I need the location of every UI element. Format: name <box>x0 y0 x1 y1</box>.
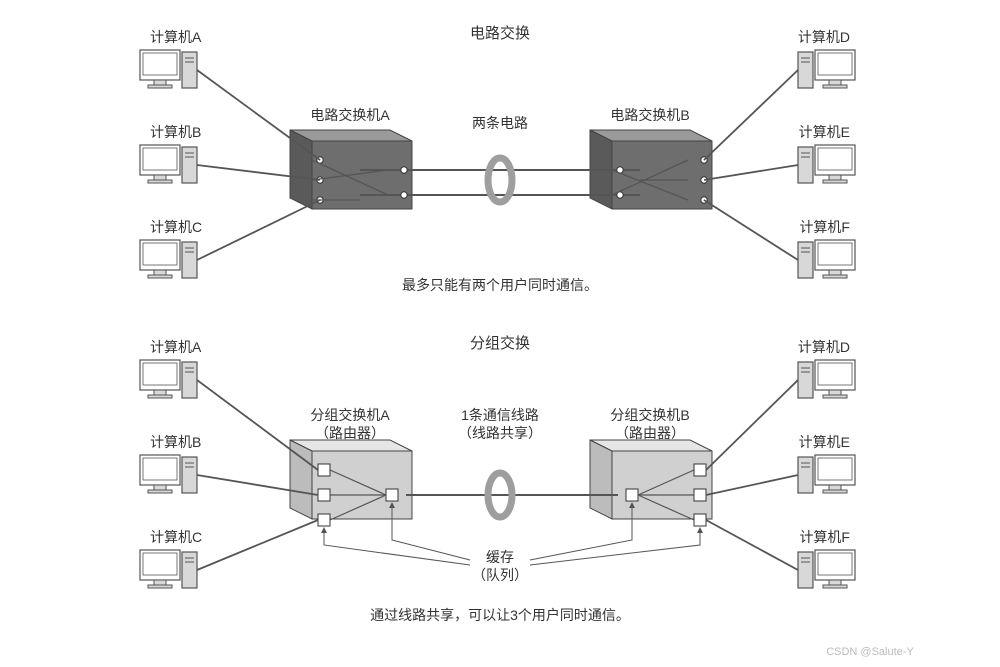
computer-label: 计算机D <box>798 339 850 355</box>
computer-icon <box>140 360 197 398</box>
connection-line <box>704 200 798 260</box>
switchA2-label: 分组交换机A <box>310 407 390 423</box>
buffer-port <box>694 464 706 476</box>
computer-icon <box>798 360 855 398</box>
center2-sub: （线路共享） <box>458 425 542 441</box>
buffer-port <box>318 489 330 501</box>
connection-line <box>704 70 798 160</box>
switchB2-sub: （路由器） <box>615 425 685 441</box>
computer-label: 计算机F <box>799 219 850 235</box>
computer-icon <box>140 550 197 588</box>
switchB2-label: 分组交换机B <box>610 407 689 423</box>
connection-line <box>706 475 798 495</box>
packet-switch-b <box>590 440 712 519</box>
center2-label: 1条通信线路 <box>461 407 539 423</box>
arrowhead <box>321 527 327 533</box>
computer-label: 计算机B <box>150 434 201 450</box>
buffer-port <box>694 514 706 526</box>
buffer-port <box>694 489 706 501</box>
computer-icon <box>140 455 197 493</box>
computer-icon <box>798 145 855 183</box>
computer-icon <box>798 455 855 493</box>
computer-label: 计算机C <box>150 529 202 545</box>
arrowhead <box>697 527 703 533</box>
computer-label: 计算机A <box>150 339 202 355</box>
computer-icon <box>140 50 197 88</box>
computer-label: 计算机D <box>798 29 850 45</box>
computer-label: 计算机A <box>150 29 202 45</box>
computer-label: 计算机E <box>799 434 850 450</box>
connection-line <box>706 380 798 470</box>
buffer-port <box>626 489 638 501</box>
buffer-port <box>318 464 330 476</box>
switch-port <box>401 192 407 198</box>
section2-caption: 通过线路共享，可以让3个用户同时通信。 <box>370 607 630 623</box>
buffer-port <box>386 489 398 501</box>
section2-title: 分组交换 <box>470 334 530 352</box>
watermark: CSDN @Salute-Y <box>826 646 914 658</box>
connection-line <box>197 380 318 470</box>
switchA-label: 电路交换机A <box>310 107 390 123</box>
section1-title: 电路交换 <box>470 24 530 42</box>
connection-line <box>197 520 318 570</box>
switchB-label: 电路交换机B <box>610 107 689 123</box>
computer-icon <box>798 50 855 88</box>
computer-icon <box>798 240 855 278</box>
computer-label: 计算机E <box>799 124 850 140</box>
switchA2-sub: （路由器） <box>315 425 385 441</box>
center-label: 两条电路 <box>472 115 528 131</box>
connection-line <box>197 70 320 160</box>
buffer-port <box>318 514 330 526</box>
buffer-label: 缓存 <box>486 549 514 565</box>
callout-arrow <box>324 530 470 565</box>
computer-icon <box>798 550 855 588</box>
switch-port <box>401 167 407 173</box>
computer-label: 计算机B <box>150 124 201 140</box>
connection-line <box>706 520 798 570</box>
section1-caption: 最多只能有两个用户同时通信。 <box>402 277 598 293</box>
connection-line <box>704 165 798 180</box>
callout-arrow <box>530 530 700 565</box>
connection-line <box>197 200 320 260</box>
computer-label: 计算机F <box>799 529 850 545</box>
computer-icon <box>140 240 197 278</box>
computer-label: 计算机C <box>150 219 202 235</box>
computer-icon <box>140 145 197 183</box>
buffer-sub: （队列） <box>472 567 528 583</box>
